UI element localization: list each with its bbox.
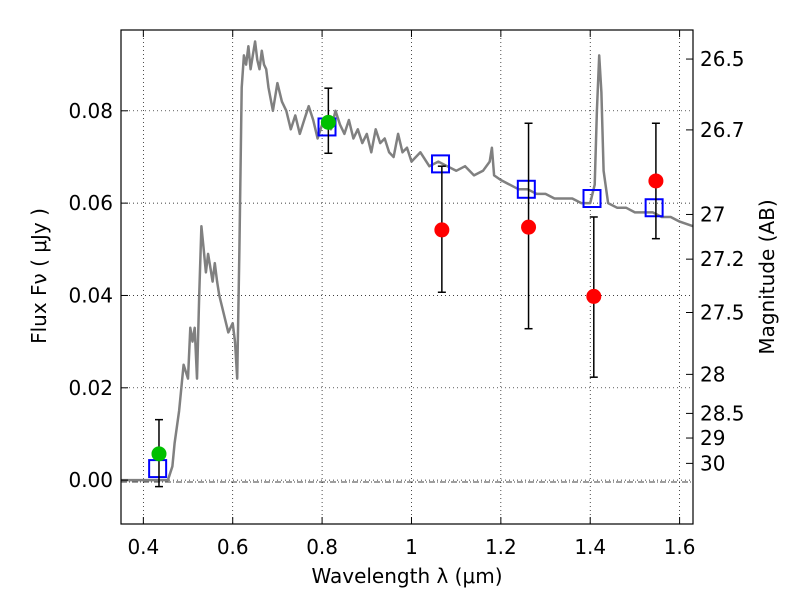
x-axis-ticks: 0.4 0.6 0.8 1 1.2 1.4 1.6 [127, 30, 696, 559]
model-spectrum-line [121, 40, 694, 482]
model-flux-square [644, 198, 664, 218]
magnitude-axis-title: Magnitude (AB) [755, 199, 779, 354]
magnitude-tick-label: 28.5 [700, 401, 745, 425]
x-tick-label: 0.6 [217, 535, 249, 559]
x-tick-label: 0.8 [306, 535, 338, 559]
y-tick-label: 0.04 [68, 283, 113, 307]
grid-lines [121, 30, 693, 524]
plot-frame [120, 29, 694, 525]
model-flux-square [148, 459, 168, 479]
magnitude-tick-label: 27 [700, 202, 725, 226]
x-tick-label: 1 [405, 535, 418, 559]
y-tick-label: 0.06 [68, 191, 113, 215]
photometry-point [586, 288, 602, 304]
model-flux-square [431, 154, 451, 174]
model-flux-square [582, 189, 602, 209]
x-axis-title: Wavelength λ (μm) [311, 564, 502, 588]
data-series [121, 40, 694, 488]
photometry-point [521, 219, 537, 235]
x-tick-label: 1.6 [664, 535, 696, 559]
magnitude-tick-label: 29 [700, 426, 725, 450]
y-tick-label: 0.00 [68, 468, 113, 492]
y-axis-ticks: 0.00 0.02 0.04 0.06 0.08 [68, 99, 128, 492]
magnitude-tick-label: 27.2 [700, 247, 745, 271]
x-tick-label: 1.2 [485, 535, 517, 559]
magnitude-tick-label: 30 [700, 451, 725, 475]
x-tick-label: 1.4 [574, 535, 606, 559]
y-tick-label: 0.08 [68, 99, 113, 123]
magnitude-tick-label: 26.7 [700, 118, 745, 142]
model-flux-square [516, 179, 536, 199]
photometry-point [434, 222, 450, 238]
magnitude-tick-label: 27.5 [700, 301, 745, 325]
photometry-point [320, 114, 336, 130]
magnitude-tick-label: 26.5 [700, 47, 745, 71]
photometry-point [151, 446, 167, 462]
photometry-point [648, 173, 664, 189]
y-tick-label: 0.02 [68, 376, 113, 400]
magnitude-tick-label: 28 [700, 362, 725, 386]
y-axis-title: Flux Fν ( μJy ) [27, 208, 51, 344]
x-tick-label: 0.4 [127, 535, 159, 559]
